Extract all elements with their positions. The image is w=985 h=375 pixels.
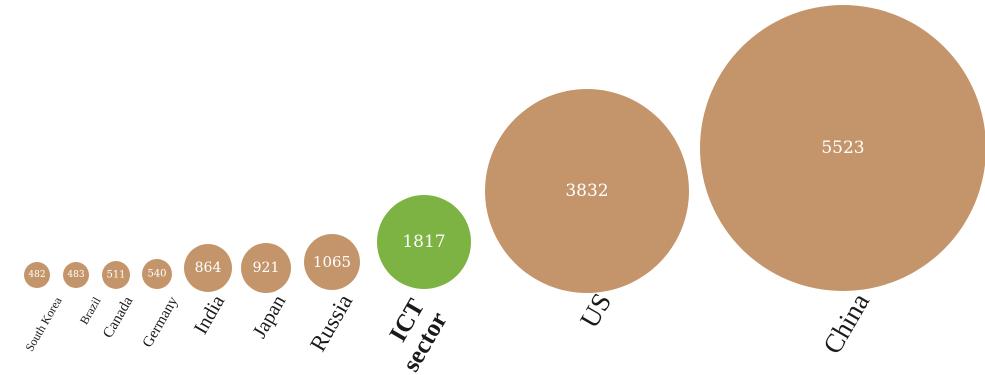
bubble-value-india: 864 xyxy=(195,260,222,276)
bubble-value-russia: 1065 xyxy=(313,253,351,271)
bubble-canada xyxy=(102,261,130,289)
bubble-label-south-korea: South Korea xyxy=(22,294,65,354)
bubble-value-germany: 540 xyxy=(147,269,166,280)
bubble-label-germany: Germany xyxy=(140,294,182,351)
bubble-value-china: 5523 xyxy=(821,138,864,158)
bubble-us xyxy=(485,89,689,293)
bubble-label-china: China xyxy=(817,288,875,359)
bubble-ict-sector xyxy=(377,195,471,289)
bubble-label-ict-sector: ICTsector xyxy=(375,294,453,375)
bubble-japan xyxy=(241,243,291,293)
bubble-value-us: 3832 xyxy=(565,181,608,201)
bubble-germany xyxy=(142,259,172,289)
bubble-label-us: US xyxy=(574,288,617,333)
bubble-label-russia: Russia xyxy=(305,290,357,356)
bubble-label-india: India xyxy=(190,291,230,338)
bubble-label-japan: Japan xyxy=(249,292,291,342)
bubble-value-canada: 511 xyxy=(106,270,125,281)
bubble-south-korea xyxy=(24,262,50,288)
bubble-china xyxy=(700,5,985,291)
bubble-label-canada: Canada xyxy=(100,294,137,341)
bubble-value-brazil: 483 xyxy=(67,270,84,280)
bubble-value-south-korea: 482 xyxy=(28,270,45,280)
bubble-label-brazil: Brazil xyxy=(77,294,104,327)
bubble-brazil xyxy=(63,262,89,288)
bubble-value-ict-sector: 1817 xyxy=(402,232,445,252)
bubble-russia xyxy=(304,234,360,290)
bubble-value-japan: 921 xyxy=(253,260,280,276)
bubble-india xyxy=(184,244,232,292)
